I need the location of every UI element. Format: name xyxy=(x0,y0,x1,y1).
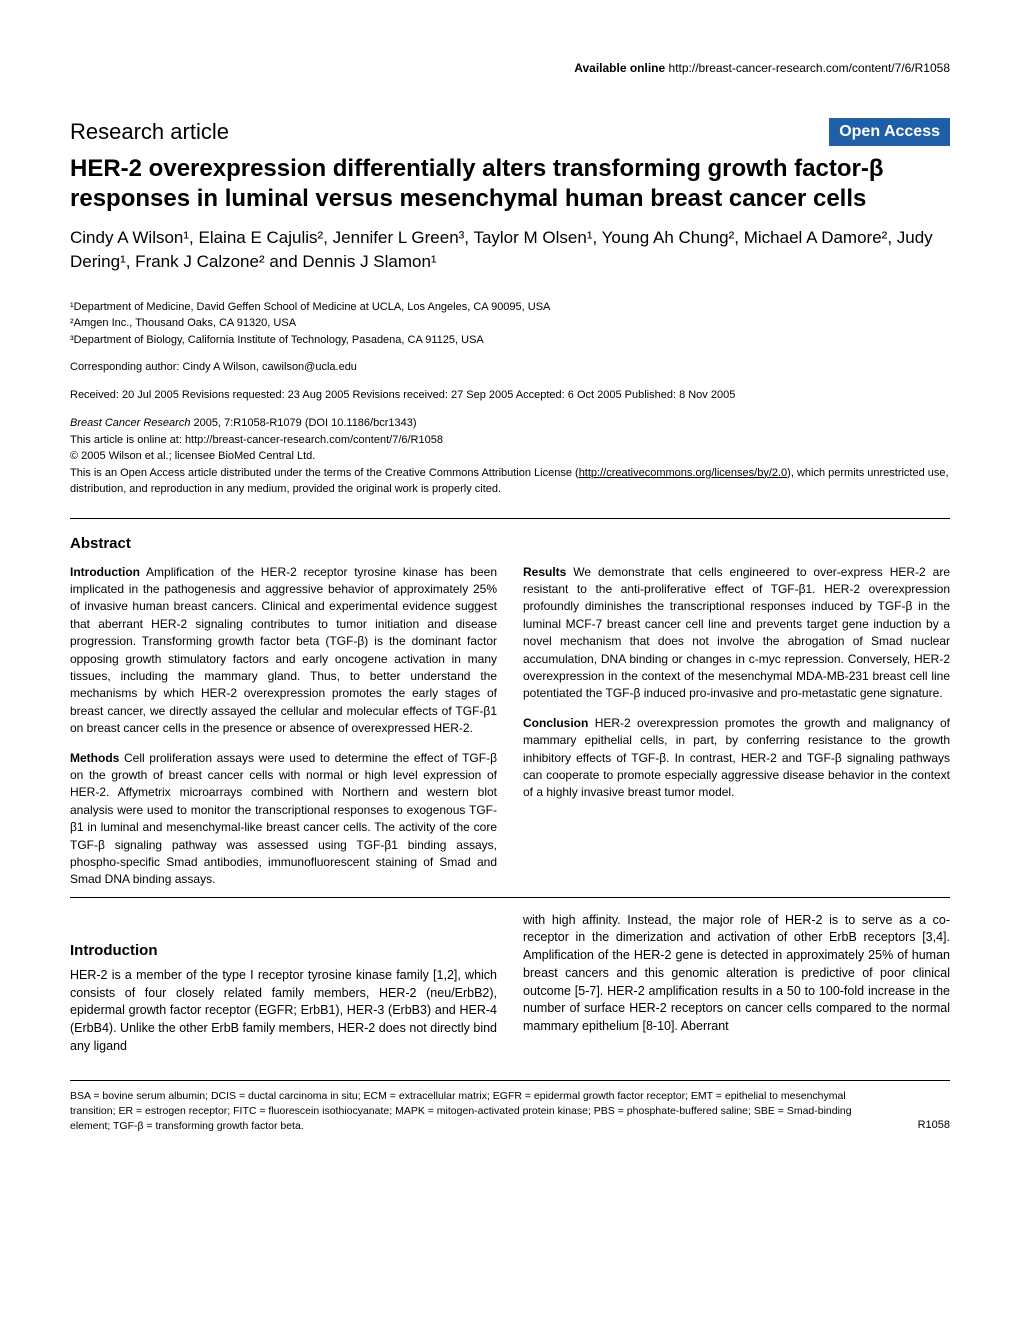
article-dates: Received: 20 Jul 2005 Revisions requeste… xyxy=(70,388,950,403)
header-available-online: Available online http://breast-cancer-re… xyxy=(70,60,950,77)
citation-copyright: © 2005 Wilson et al.; licensee BioMed Ce… xyxy=(70,448,950,465)
abstract-results: Results We demonstrate that cells engine… xyxy=(523,564,950,703)
corresponding-author: Corresponding author: Cindy A Wilson, ca… xyxy=(70,360,950,375)
page-number: R1058 xyxy=(918,1118,950,1134)
article-type: Research article xyxy=(70,117,229,148)
available-online-label: Available online xyxy=(574,61,665,75)
authors-list: Cindy A Wilson¹, Elaina E Cajulis², Jenn… xyxy=(70,226,950,275)
online-prefix: This article is online at: xyxy=(70,434,185,446)
body-columns: Introduction HER-2 is a member of the ty… xyxy=(70,912,950,1056)
citation-block: Breast Cancer Research 2005, 7:R1058-R10… xyxy=(70,415,950,498)
abs-label-intro: Introduction xyxy=(70,565,140,579)
affiliation-1: ¹Department of Medicine, David Geffen Sc… xyxy=(70,299,950,316)
intro-block: Introduction HER-2 is a member of the ty… xyxy=(70,940,497,1056)
abstract-columns: Introduction Amplification of the HER-2 … xyxy=(70,564,950,889)
abbreviations-text: BSA = bovine serum albumin; DCIS = ducta… xyxy=(70,1089,888,1135)
abs-text-intro: Amplification of the HER-2 receptor tyro… xyxy=(70,565,497,736)
header-url: http://breast-cancer-research.com/conten… xyxy=(669,61,950,75)
rule-bottom xyxy=(70,897,950,898)
license-url[interactable]: http://creativecommons.org/licenses/by/2… xyxy=(579,467,787,479)
journal-yearvol: 2005, 7:R1058-R1079 (DOI 10.1186/bcr1343… xyxy=(194,417,417,429)
abstract-heading: Abstract xyxy=(70,533,950,554)
affiliation-2: ²Amgen Inc., Thousand Oaks, CA 91320, US… xyxy=(70,315,950,332)
license-prefix: This is an Open Access article distribut… xyxy=(70,467,579,479)
article-type-row: Research article Open Access xyxy=(70,117,950,148)
affiliation-3: ³Department of Biology, California Insti… xyxy=(70,332,950,349)
abs-text-methods: Cell proliferation assays were used to d… xyxy=(70,751,497,887)
abs-label-results: Results xyxy=(523,565,566,579)
abs-label-conclusion: Conclusion xyxy=(523,716,588,730)
open-access-badge: Open Access xyxy=(829,118,950,146)
abstract-methods: Methods Cell proliferation assays were u… xyxy=(70,750,497,889)
rule-top xyxy=(70,518,950,519)
intro-left-para: HER-2 is a member of the type I receptor… xyxy=(70,967,497,1056)
intro-right-para: with high affinity. Instead, the major r… xyxy=(523,912,950,1036)
citation-journal: Breast Cancer Research 2005, 7:R1058-R10… xyxy=(70,415,950,432)
citation-license: This is an Open Access article distribut… xyxy=(70,465,950,498)
online-url: http://breast-cancer-research.com/conten… xyxy=(185,434,443,446)
affiliations: ¹Department of Medicine, David Geffen Sc… xyxy=(70,299,950,349)
intro-heading: Introduction xyxy=(70,940,497,961)
abs-text-results: We demonstrate that cells engineered to … xyxy=(523,565,950,701)
abs-label-methods: Methods xyxy=(70,751,119,765)
article-title: HER-2 overexpression differentially alte… xyxy=(70,154,950,214)
citation-online: This article is online at: http://breast… xyxy=(70,432,950,449)
journal-name: Breast Cancer Research xyxy=(70,417,190,429)
abs-text-conclusion: HER-2 overexpression promotes the growth… xyxy=(523,716,950,800)
abstract-conclusion: Conclusion HER-2 overexpression promotes… xyxy=(523,715,950,802)
abbreviation-footer: BSA = bovine serum albumin; DCIS = ducta… xyxy=(70,1080,950,1135)
abstract-intro: Introduction Amplification of the HER-2 … xyxy=(70,564,497,738)
